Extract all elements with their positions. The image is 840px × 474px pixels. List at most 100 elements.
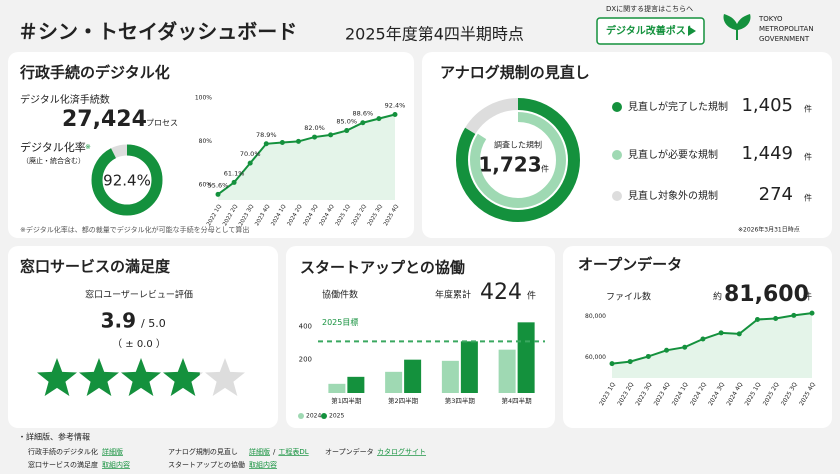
bar [441, 360, 459, 393]
legend-dot [612, 150, 622, 160]
ring-segment [456, 98, 580, 222]
legend-label: 見直しが必要な規制 [628, 148, 718, 161]
cum: 424 [480, 280, 522, 305]
point [754, 317, 760, 322]
legend-label: 2025 [329, 413, 344, 420]
star-fill [163, 358, 200, 396]
point [231, 179, 237, 185]
legend-label: 2024 [306, 413, 321, 420]
label: デジタル化率 [20, 140, 86, 154]
x-tick-label: 第3四半期 [445, 396, 476, 405]
y-tick-label: 80% [199, 138, 213, 145]
bar [498, 349, 516, 393]
label: 調査した規制 [494, 140, 542, 150]
point [700, 336, 706, 342]
point [773, 315, 779, 321]
logo-text: TOKYO [758, 15, 783, 23]
ring-segment [91, 144, 163, 216]
panel-title: スタートアップとの協働 [300, 259, 465, 277]
point [247, 160, 253, 166]
y-tick-label: 200 [299, 356, 312, 364]
point [279, 139, 285, 145]
unit: 件 [527, 290, 536, 302]
footer-label: 行政手続のデジタル化 [28, 447, 98, 456]
legend-dot [298, 413, 304, 419]
point [736, 331, 742, 337]
legend-label: 見直しが完了した規制 [628, 100, 728, 113]
area [218, 114, 395, 200]
footer-label: オープンデータ [325, 447, 374, 456]
x-tick-label: 第1四半期 [331, 396, 362, 405]
data-label: 78.9% [256, 131, 277, 139]
point [215, 191, 221, 197]
point [809, 310, 815, 316]
y-tick-label: 400 [299, 322, 312, 330]
y-tick-label: 100% [195, 95, 212, 102]
period: 2025年度第4四半期時点 [345, 25, 524, 44]
y-tick-label: 60% [199, 181, 213, 188]
point [645, 353, 651, 359]
link[interactable]: 工程表DL [278, 447, 308, 456]
panel-title: アナログ規制の見直し [440, 64, 590, 82]
note: ※2026年3月31日時点 [738, 226, 800, 234]
link[interactable]: カタログサイト [377, 447, 426, 456]
bar [517, 322, 535, 393]
total: 1,723 [478, 153, 541, 177]
footnote: ※デジタル化率は、都の裁量でデジタル化が可能な手続を分母として算出 [20, 225, 249, 234]
legend-dot [321, 413, 327, 419]
button-arrow [688, 26, 696, 36]
note: （廃止・統合含む） [22, 156, 85, 165]
legend-label: 見直し対象外の規制 [628, 189, 718, 202]
point [682, 344, 688, 350]
x-tick-label: 第4四半期 [502, 396, 533, 405]
point [609, 361, 615, 367]
bar [385, 371, 403, 393]
star-fill [79, 358, 119, 396]
post-button-label[interactable]: デジタル改善ポスト [606, 24, 696, 37]
data-label: 92.4% [385, 101, 406, 109]
label: 年度累計 [435, 289, 471, 301]
title: ＃シン・トセイダッシュボード [18, 20, 297, 44]
target-label: 2025目標 [322, 317, 358, 327]
link[interactable]: 詳細版 [249, 447, 270, 456]
count: 27,424 [62, 107, 147, 132]
count: 1,449 [741, 143, 793, 164]
panel-title: オープンデータ [578, 256, 682, 274]
rating: 3.9 [101, 309, 136, 333]
logo-text: METROPOLITAN [759, 25, 814, 33]
area [612, 313, 812, 378]
panel-title: 窓口サービスの満足度 [20, 258, 171, 276]
data-label: 85.0% [336, 118, 357, 126]
point [664, 347, 670, 353]
bar [347, 376, 365, 393]
bar [404, 359, 422, 393]
star-fill [121, 358, 161, 396]
label: 協働件数 [322, 289, 358, 301]
footer-heading: ・詳細版、参考情報 [18, 432, 90, 442]
label: 窓口ユーザーレビュー評価 [85, 289, 193, 301]
link[interactable]: 取組内容 [249, 460, 277, 469]
line [611, 312, 813, 365]
unit: プロセス [146, 119, 178, 128]
star-empty [205, 358, 245, 396]
panel-title: 行政手続のデジタル化 [19, 64, 170, 82]
footer-label: アナログ規制の見直し [168, 447, 238, 456]
legend-dot [612, 191, 622, 201]
link[interactable]: 取組内容 [102, 460, 130, 469]
ring-segment [470, 112, 566, 208]
unit: 件 [803, 291, 812, 303]
data-label: 61.1% [224, 169, 245, 177]
count: 1,405 [741, 95, 793, 116]
post-button[interactable] [596, 17, 705, 45]
count: 81,600 [724, 282, 809, 307]
separator: / [273, 448, 276, 456]
data-label: 70.0% [240, 150, 261, 158]
link[interactable]: 詳細版 [102, 447, 123, 456]
logo-icon [723, 14, 751, 40]
rating-max: / 5.0 [141, 317, 166, 330]
unit: 件 [804, 193, 812, 203]
change: （ ± 0.0 ） [112, 338, 166, 350]
bar [460, 341, 478, 393]
point [263, 141, 269, 147]
point [376, 116, 382, 122]
